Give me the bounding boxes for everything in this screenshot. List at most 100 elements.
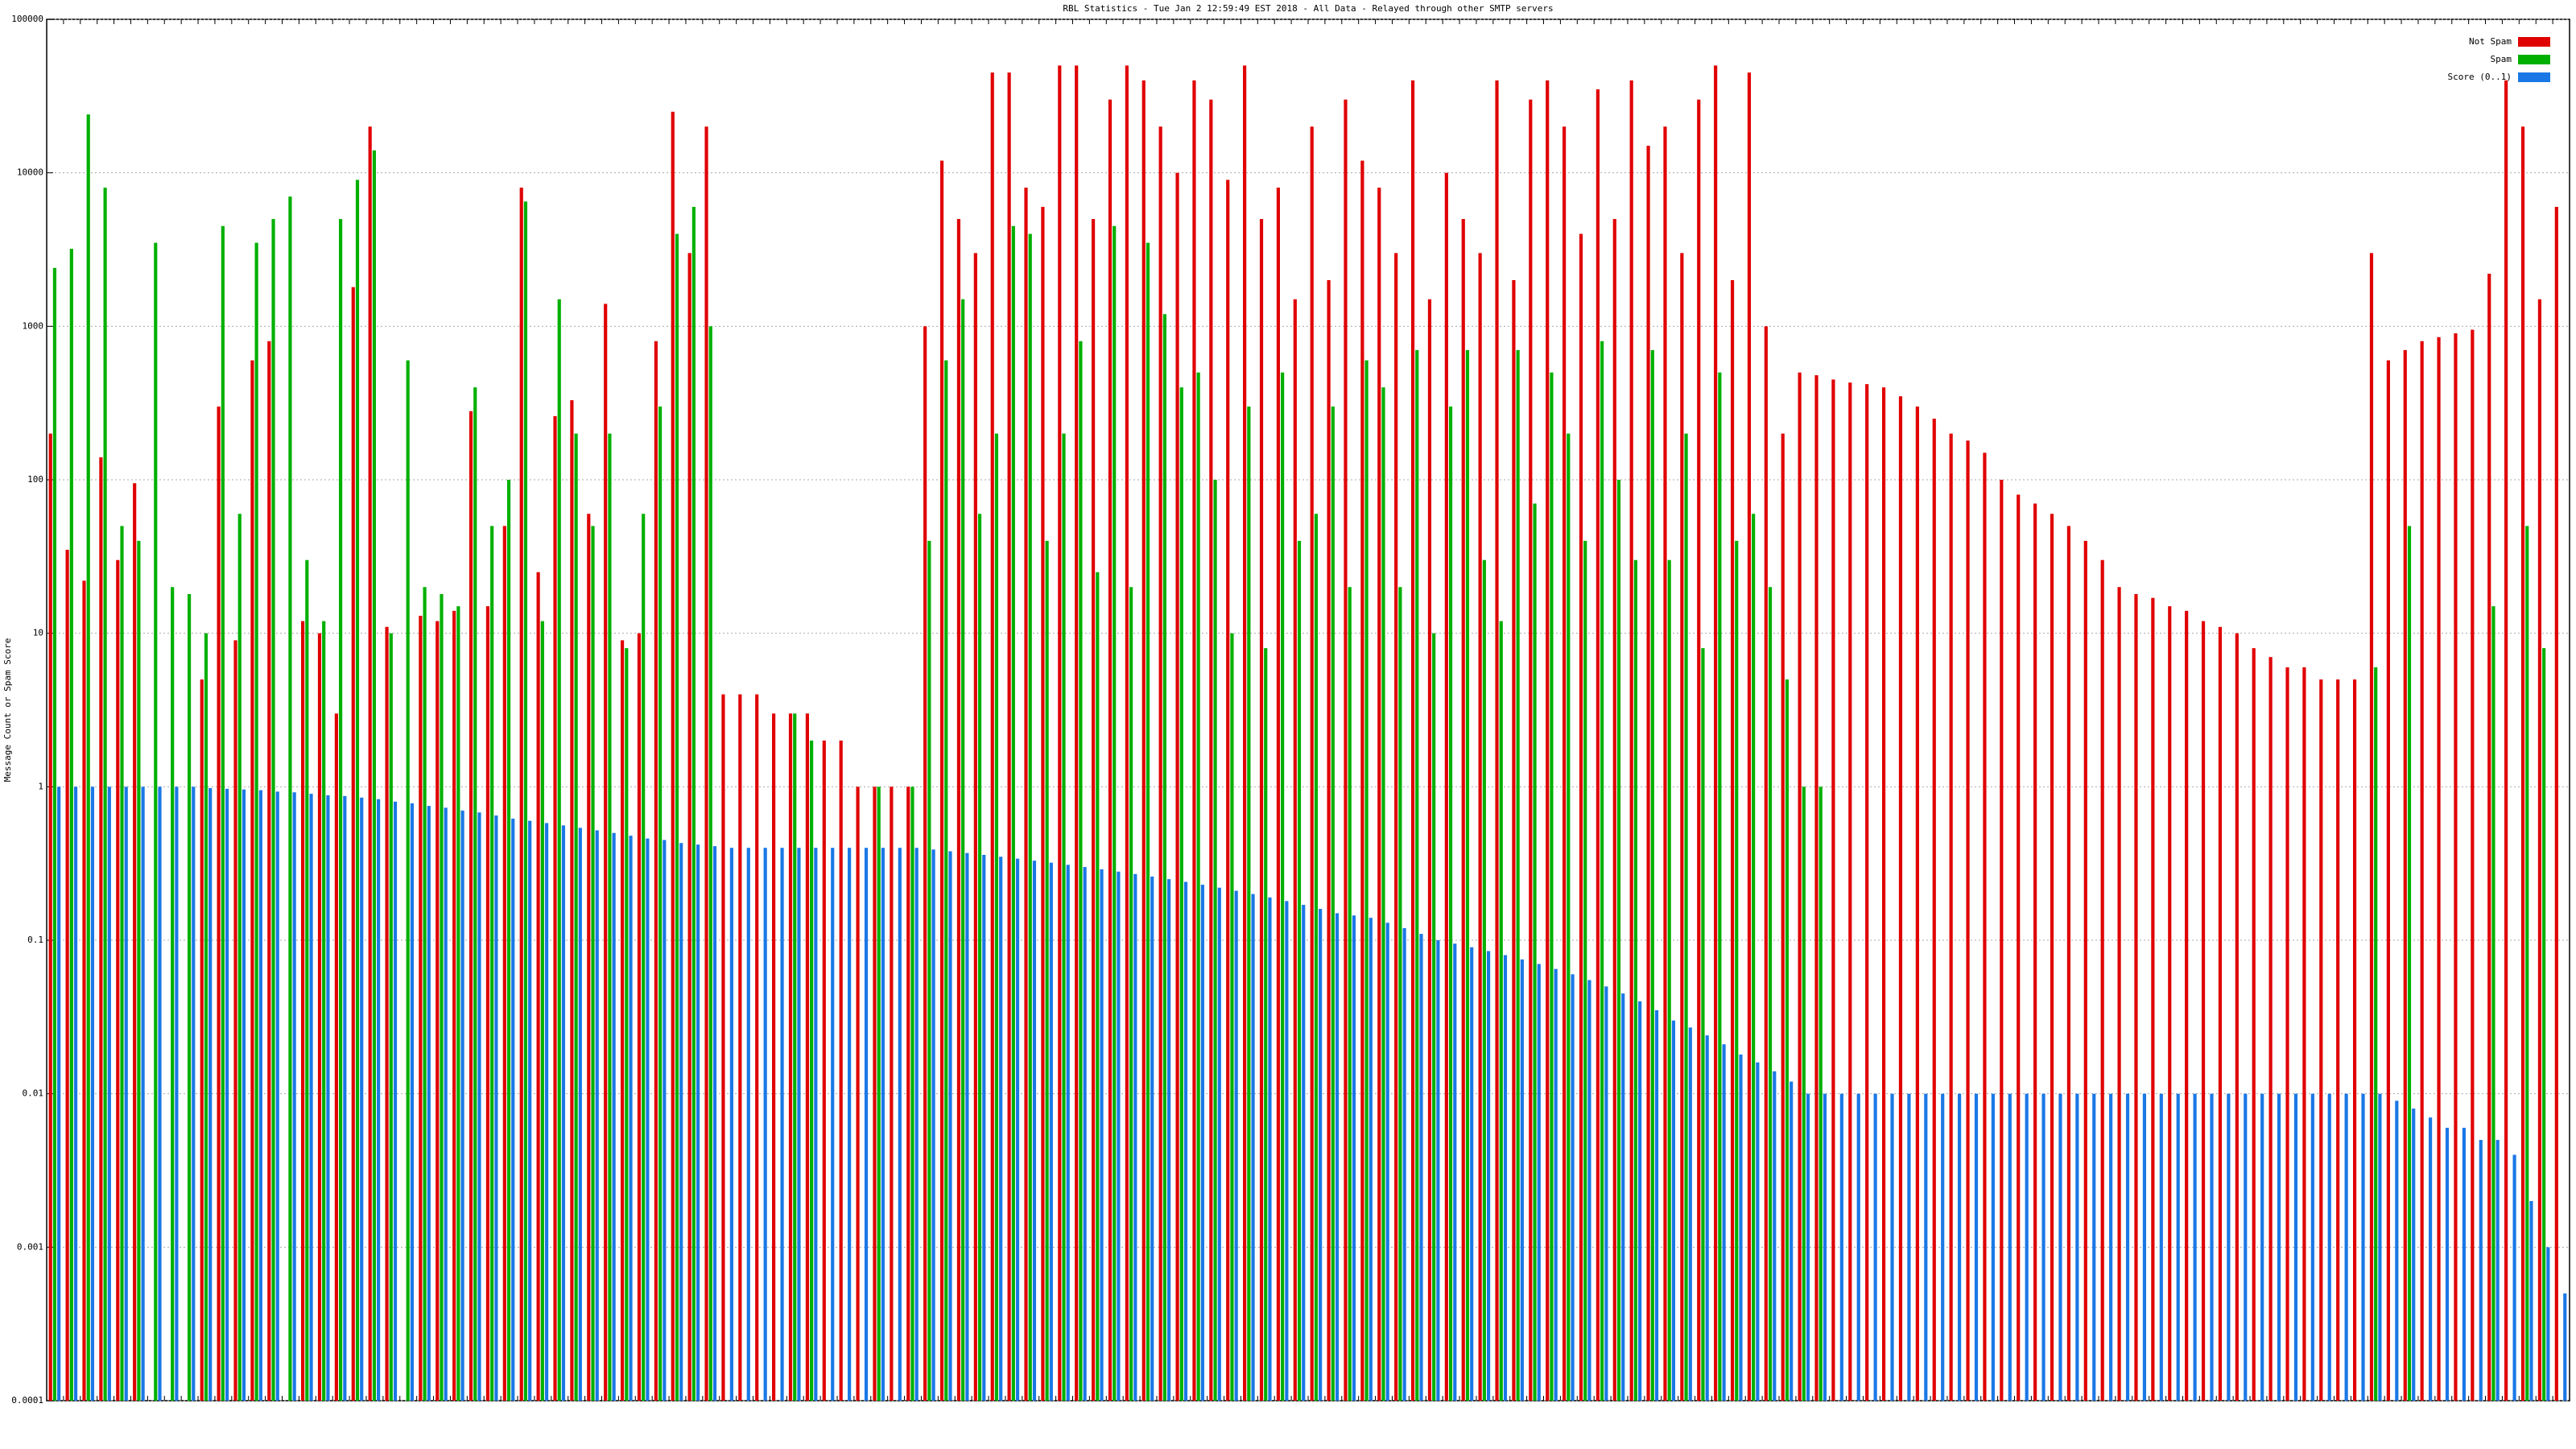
bar — [225, 788, 229, 1401]
bar — [82, 580, 86, 1401]
bar — [221, 225, 225, 1401]
bar — [1768, 587, 1773, 1401]
bar — [2361, 1093, 2365, 1401]
bar — [1773, 1071, 1777, 1401]
bar — [1814, 375, 1818, 1402]
bar — [2512, 1154, 2516, 1401]
bar — [1533, 503, 1537, 1401]
y-tick-label: 0.1 — [27, 935, 43, 945]
bar — [536, 572, 540, 1402]
bar — [1671, 1020, 1675, 1401]
bar — [171, 587, 175, 1401]
bar — [1798, 372, 1802, 1401]
bar — [2352, 679, 2357, 1401]
bar — [452, 610, 456, 1401]
bar — [103, 188, 107, 1402]
bar — [1546, 80, 1550, 1401]
bar — [436, 621, 440, 1401]
bar — [1735, 540, 1739, 1401]
bar — [1612, 219, 1616, 1402]
bar — [385, 626, 389, 1401]
bar — [2025, 1093, 2029, 1401]
bar — [1537, 964, 1541, 1401]
bar — [1520, 959, 1524, 1401]
bar — [1226, 180, 1230, 1401]
bar — [2092, 1093, 2096, 1401]
bar — [2378, 1093, 2382, 1401]
bar — [506, 480, 511, 1401]
bar — [671, 111, 675, 1402]
bar — [2412, 1108, 2416, 1401]
bar — [1915, 407, 1919, 1402]
bar — [1028, 233, 1032, 1402]
bar — [1436, 940, 1440, 1401]
bar — [423, 587, 427, 1401]
bar — [2504, 80, 2508, 1401]
bar — [788, 713, 793, 1401]
bar — [1251, 894, 1255, 1401]
bar — [595, 830, 599, 1401]
bar — [137, 540, 141, 1401]
bar — [1167, 879, 1171, 1401]
y-tick-label: 1000 — [23, 320, 44, 331]
bar — [2151, 597, 2155, 1401]
bar — [620, 640, 625, 1401]
bar — [712, 846, 717, 1401]
bar — [1907, 1093, 1911, 1401]
bar — [1650, 349, 1654, 1402]
bar — [956, 219, 961, 1402]
bar — [48, 433, 52, 1401]
bar — [1066, 865, 1070, 1401]
bar — [69, 249, 73, 1401]
bar — [1579, 233, 1583, 1402]
bar — [1730, 279, 1735, 1401]
bar — [326, 795, 330, 1401]
bar — [1705, 1035, 1709, 1401]
bar — [124, 786, 128, 1401]
bar — [999, 857, 1003, 1401]
bar — [1385, 923, 1389, 1401]
bar — [557, 299, 561, 1402]
bar — [2344, 1093, 2348, 1401]
bar — [1646, 146, 1650, 1402]
bar — [839, 740, 843, 1401]
bar — [831, 848, 835, 1401]
bar — [1331, 407, 1335, 1402]
bar — [1486, 951, 1491, 1401]
bar — [305, 559, 309, 1401]
bar — [1049, 862, 1053, 1401]
bar — [856, 786, 860, 1401]
bar — [1802, 786, 1806, 1401]
bar — [561, 825, 566, 1401]
bar — [473, 387, 477, 1401]
bar — [687, 253, 691, 1402]
bar — [187, 593, 192, 1401]
bar — [1281, 372, 1285, 1401]
bar — [1394, 253, 1398, 1402]
bar — [1890, 1093, 1894, 1401]
bar — [523, 201, 528, 1401]
bar — [1113, 225, 1117, 1401]
bar — [973, 253, 977, 1402]
bar — [2109, 1093, 2113, 1401]
legend-label: Spam — [2491, 54, 2512, 64]
bar — [1162, 314, 1166, 1402]
legend-label: Score (0..1) — [2448, 72, 2512, 82]
bar — [460, 810, 464, 1401]
bar — [2210, 1093, 2214, 1401]
bar — [679, 843, 683, 1401]
bar — [99, 457, 103, 1402]
bar — [2058, 1093, 2062, 1401]
bar — [805, 713, 809, 1401]
bar — [591, 526, 595, 1401]
bar — [1714, 65, 1718, 1402]
bar — [2017, 494, 2021, 1401]
bar — [890, 786, 894, 1401]
bar — [1680, 253, 1684, 1402]
bar — [1701, 648, 1705, 1401]
bar — [654, 341, 658, 1402]
y-tick-label: 1 — [38, 781, 43, 791]
y-tick-label: 100000 — [11, 14, 43, 24]
bar — [334, 713, 338, 1401]
